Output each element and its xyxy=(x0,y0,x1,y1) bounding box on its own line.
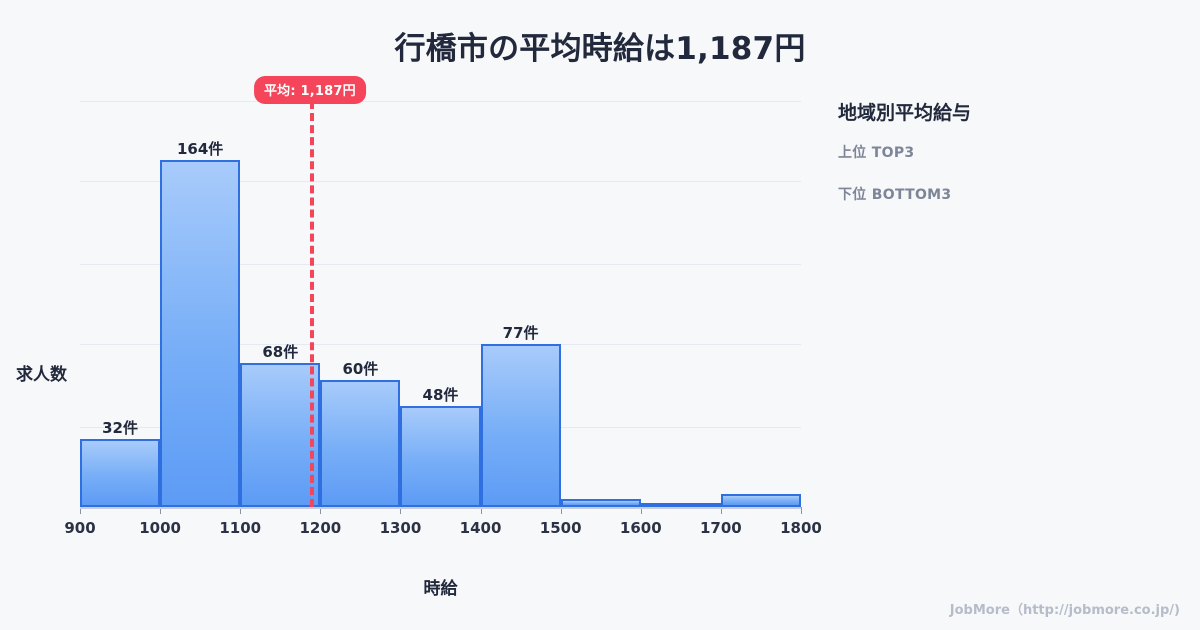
x-tick-label: 1600 xyxy=(619,519,662,537)
x-tick-label: 1100 xyxy=(219,519,262,537)
x-tick-label: 900 xyxy=(64,519,96,537)
gridline xyxy=(80,101,801,102)
x-tick-mark xyxy=(480,507,482,514)
bar xyxy=(480,344,561,507)
top3-section-label: 上位 TOP3 xyxy=(838,145,915,161)
mean-line-icon xyxy=(309,101,314,507)
bar xyxy=(720,494,801,507)
x-tick-mark xyxy=(240,507,242,514)
x-tick-mark xyxy=(720,507,722,514)
x-tick-label: 1000 xyxy=(139,519,181,537)
bar-value-label: 60件 xyxy=(342,360,379,379)
gridline xyxy=(80,263,801,265)
bar-value-label: 68件 xyxy=(262,343,299,362)
bar xyxy=(640,503,721,507)
bar xyxy=(560,498,641,507)
x-tick-mark xyxy=(801,507,802,514)
bar xyxy=(240,363,321,507)
y-axis-title: 求人数 xyxy=(16,365,67,385)
bar xyxy=(80,439,161,507)
x-tick-mark xyxy=(80,507,81,514)
x-tick-mark xyxy=(640,507,642,514)
bar-value-label: 77件 xyxy=(502,324,539,343)
mean-value-badge: 平均: 1,187円 xyxy=(253,76,366,104)
x-tick-label: 1800 xyxy=(780,519,822,537)
bottom3-section-label: 下位 BOTTOM3 xyxy=(838,187,952,203)
gridline xyxy=(80,181,801,183)
plot-area: 32件 164件 68件 60件 48件 77件 900 1000 1100 1200 1300 1… xyxy=(64,76,822,537)
bar-value-label: 32件 xyxy=(102,419,138,438)
histogram-chart: 求人数 時給 32件 164件 68件 60件 48件 77件 900 1000 1100 12… xyxy=(0,76,830,620)
x-tick-mark xyxy=(400,507,402,514)
footer-credit: JobMore（http://jobmore.co.jp/) xyxy=(949,603,1180,618)
x-tick-mark xyxy=(560,507,562,514)
regional-salary-panel: 地域別平均給与 上位 TOP3 下位 BOTTOM3 xyxy=(838,98,1168,226)
gridline xyxy=(80,344,801,346)
x-tick-label: 1200 xyxy=(299,519,342,537)
x-tick-label: 1300 xyxy=(379,519,422,537)
x-tick-label: 1400 xyxy=(459,519,502,537)
x-tick-label: 1500 xyxy=(539,519,582,537)
bar-value-label: 164件 xyxy=(177,140,224,159)
bar-value-label: 48件 xyxy=(422,385,459,404)
sidebar-title: 地域別平均給与 xyxy=(838,102,972,124)
x-tick-label: 1700 xyxy=(700,519,742,537)
x-axis-title: 時給 xyxy=(423,579,458,599)
x-axis-baseline xyxy=(80,507,801,509)
x-tick-mark xyxy=(320,507,322,514)
x-tick-mark xyxy=(160,507,162,514)
bar xyxy=(400,405,481,507)
page-title: 行橋市の平均時給は1,187円 xyxy=(394,31,806,67)
bar xyxy=(160,160,241,507)
bar xyxy=(320,380,401,507)
